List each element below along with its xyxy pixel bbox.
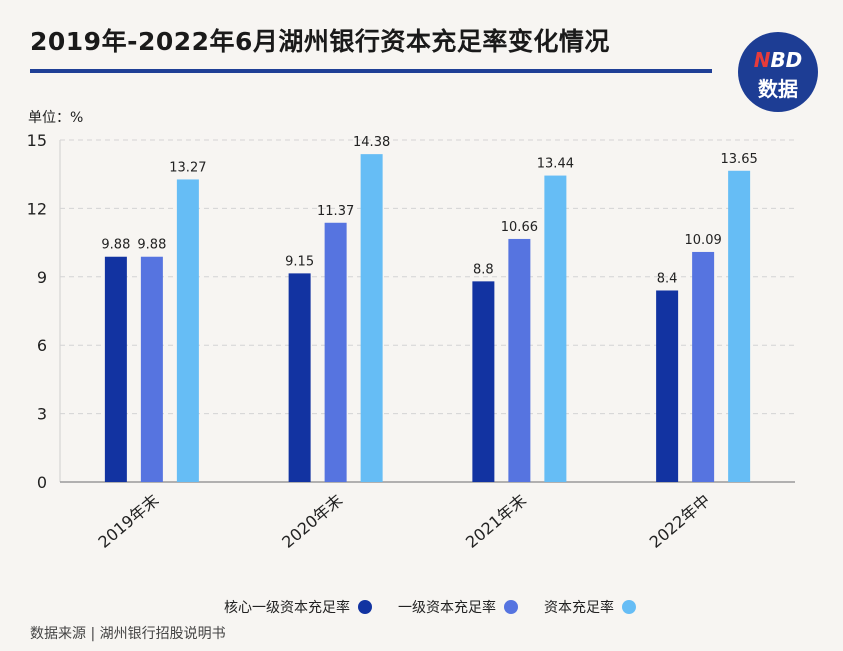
bar-total bbox=[728, 170, 751, 482]
legend-label-core-tier1: 核心一级资本充足率 bbox=[224, 600, 350, 616]
bar-tier1 bbox=[324, 222, 347, 482]
data-label-total: 13.27 bbox=[169, 160, 206, 175]
legend-dot-total bbox=[622, 600, 636, 614]
data-label-core-tier1: 8.4 bbox=[657, 271, 678, 286]
x-tick-label: 2021年末 bbox=[462, 491, 530, 552]
x-tick-label: 2019年末 bbox=[95, 491, 163, 552]
y-tick-label: 9 bbox=[37, 268, 47, 287]
bar-core-tier1 bbox=[472, 281, 495, 482]
bar-total bbox=[544, 175, 567, 482]
data-label-total: 13.44 bbox=[537, 157, 574, 172]
legend-item-tier1: 一级资本充足率 bbox=[398, 597, 518, 617]
data-label-core-tier1: 9.88 bbox=[101, 238, 130, 253]
bar-tier1 bbox=[692, 251, 715, 482]
data-label-tier1: 10.66 bbox=[501, 220, 538, 235]
bar-core-tier1 bbox=[104, 256, 127, 482]
y-tick-label: 6 bbox=[37, 336, 47, 355]
y-tick-label: 15 bbox=[27, 131, 47, 150]
nbd-logo: NBD 数据 bbox=[738, 32, 818, 112]
data-label-tier1: 11.37 bbox=[317, 204, 354, 219]
chart-title: 2019年-2022年6月湖州银行资本充足率变化情况 bbox=[30, 27, 610, 56]
legend-dot-core-tier1 bbox=[358, 600, 372, 614]
logo-text-data: 数据 bbox=[758, 77, 798, 101]
source-note: 数据来源 | 湖州银行招股说明书 bbox=[30, 626, 226, 642]
x-tick-label: 2022年中 bbox=[646, 491, 714, 552]
bar-core-tier1 bbox=[288, 273, 311, 482]
y-tick-label: 12 bbox=[27, 199, 47, 218]
data-label-tier1: 10.09 bbox=[685, 233, 722, 248]
bar-total bbox=[176, 179, 199, 482]
data-label-core-tier1: 9.15 bbox=[285, 254, 314, 269]
data-label-total: 14.38 bbox=[353, 135, 390, 150]
logo-letters-bd: BD bbox=[770, 48, 803, 72]
title-rule bbox=[30, 69, 712, 73]
data-label-total: 13.65 bbox=[721, 152, 758, 167]
legend-item-total: 资本充足率 bbox=[544, 597, 636, 617]
bar-tier1 bbox=[508, 238, 531, 482]
legend: 核心一级资本充足率 一级资本充足率 资本充足率 bbox=[224, 597, 662, 617]
data-label-tier1: 9.88 bbox=[137, 238, 166, 253]
data-label-core-tier1: 8.8 bbox=[473, 262, 494, 277]
unit-label: 单位：% bbox=[28, 110, 84, 126]
x-tick-label: 2020年末 bbox=[278, 491, 346, 552]
bar-total bbox=[360, 154, 383, 483]
y-tick-label: 3 bbox=[37, 405, 47, 424]
legend-label-total: 资本充足率 bbox=[544, 600, 614, 616]
logo-letter-n: N bbox=[753, 48, 771, 72]
bar-tier1 bbox=[140, 256, 163, 482]
legend-label-tier1: 一级资本充足率 bbox=[398, 600, 496, 616]
legend-dot-tier1 bbox=[504, 600, 518, 614]
bar-core-tier1 bbox=[656, 290, 679, 482]
y-tick-label: 0 bbox=[37, 473, 47, 492]
legend-item-core-tier1: 核心一级资本充足率 bbox=[224, 597, 372, 617]
